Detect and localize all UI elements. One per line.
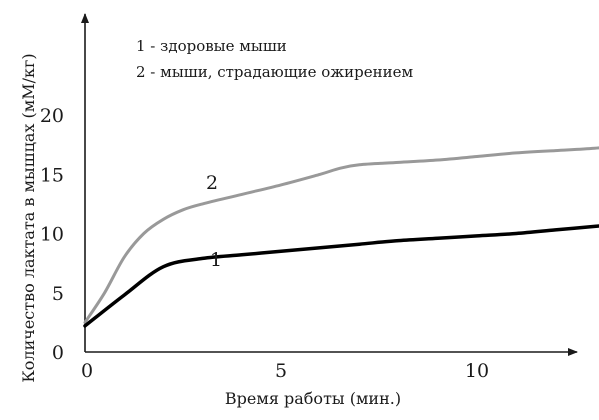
series-label-1: 1 (210, 249, 222, 271)
y-axis-title: Количество лактата в мышцах (мМ/кг) (19, 53, 38, 382)
x-axis-title: Время работы (мин.) (225, 389, 401, 408)
legend: 1 - здоровые мыши 2 - мыши, страдающие о… (136, 37, 413, 81)
x-tick-label: 10 (465, 360, 489, 382)
y-tick-label: 5 (52, 283, 64, 305)
y-tick-label: 20 (40, 105, 64, 127)
x-tick-labels: 0 5 10 15 20 (81, 360, 489, 382)
y-tick-labels: 0 5 10 15 20 (40, 105, 64, 364)
y-tick-label: 15 (40, 164, 64, 186)
x-tick-label: 5 (275, 360, 287, 382)
y-tick-label: 0 (52, 342, 64, 364)
series-label-2: 2 (206, 172, 218, 194)
legend-item-2: 2 - мыши, страдающие ожирением (136, 63, 413, 81)
y-tick-label: 10 (40, 224, 64, 246)
series-group (83, 146, 599, 328)
x-tick-label: 0 (81, 360, 93, 382)
series-line-2 (83, 146, 599, 324)
series-line-1 (83, 224, 599, 328)
legend-item-1: 1 - здоровые мыши (136, 37, 287, 55)
